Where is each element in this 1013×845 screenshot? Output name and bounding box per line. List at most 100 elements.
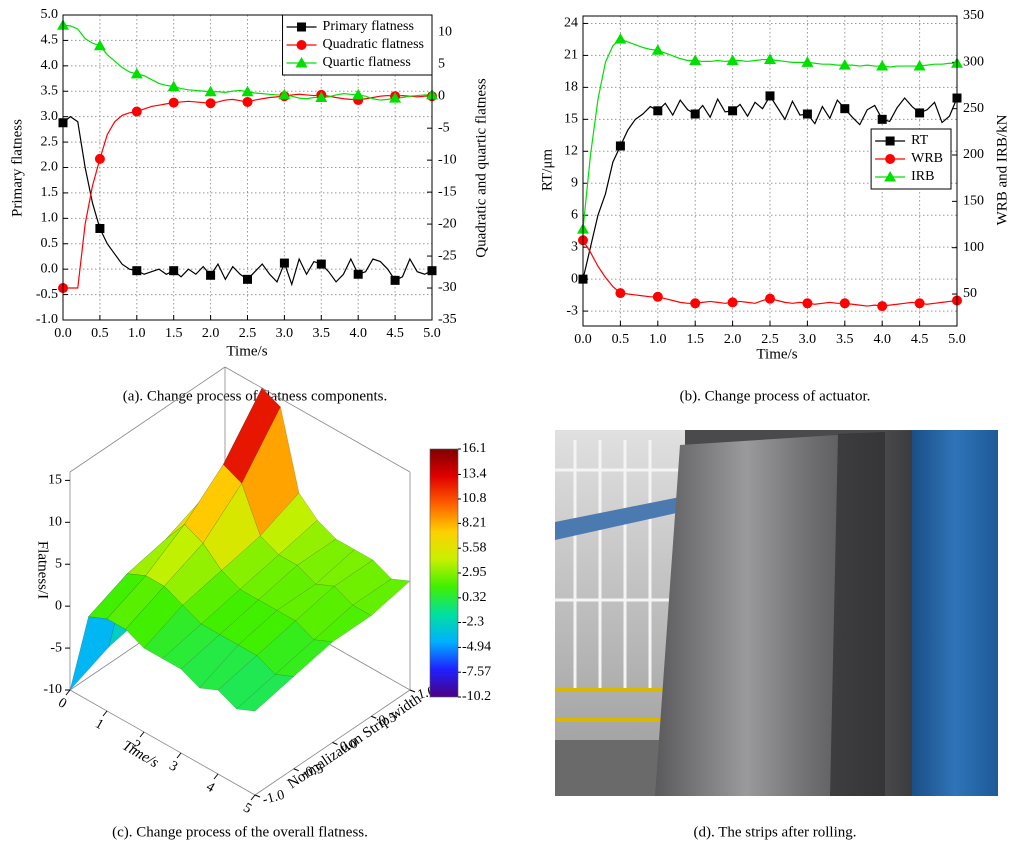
z-tick-label: 15: [48, 473, 62, 488]
colorbar-label: 10.8: [462, 491, 487, 506]
marker: [204, 85, 217, 97]
y-tick-label: -1.0: [36, 312, 58, 327]
colorbar-label: -7.57: [462, 664, 491, 679]
y-tick-label: 12: [564, 144, 578, 159]
x-tick-label: 0: [55, 696, 69, 712]
y-tick-label: 0.0: [338, 736, 359, 755]
plot-frame: [582, 15, 958, 327]
photo-column: [912, 430, 998, 796]
y-tick-label: 5.0: [41, 7, 59, 22]
colorbar-label: 13.4: [462, 467, 487, 482]
marker: [279, 258, 289, 268]
axis-box: [69, 689, 256, 796]
y2-tick-label: 200: [963, 147, 984, 162]
legend-marker: [296, 40, 307, 50]
y-tick-label: 1.5: [41, 185, 59, 200]
y-tick: [293, 768, 299, 772]
marker: [765, 293, 775, 304]
marker: [802, 298, 813, 309]
photo: (d). The strips after rolling.: [555, 430, 998, 840]
marker: [205, 98, 216, 109]
marker: [315, 91, 328, 102]
marker: [242, 96, 253, 107]
x-tick-label: 3.0: [276, 326, 294, 341]
marker: [876, 60, 889, 71]
y2-tick-label: 350: [963, 8, 984, 23]
legend-label: Quadratic flatness: [323, 37, 424, 52]
photo-frame: [555, 440, 685, 690]
marker: [615, 141, 625, 151]
y2-axis-label: Quadratic and quartic flatness: [473, 78, 489, 258]
x-tick-label: 4.5: [911, 332, 929, 347]
marker: [651, 44, 664, 55]
surface-cell: [235, 674, 295, 712]
y2-tick-label: -35: [438, 312, 457, 327]
marker: [728, 106, 738, 116]
x-tick-label: 3.5: [313, 326, 331, 341]
marker: [840, 104, 850, 114]
colorbar-label: 0.32: [462, 590, 487, 605]
y-tick-label: 15: [564, 112, 578, 127]
y-tick-label: 6: [571, 207, 578, 222]
marker: [765, 91, 775, 101]
marker: [838, 59, 851, 70]
z-axis-label: Flatness/I: [35, 541, 51, 599]
surface-cell: [274, 639, 334, 677]
y-tick-label: 4.0: [41, 58, 59, 73]
x-tick: [102, 710, 108, 717]
x-tick-label: 1: [92, 717, 106, 733]
y-tick-label: -3: [566, 303, 578, 318]
y2-tick-label: 10: [438, 24, 452, 39]
colorbar-label: 16.1: [462, 441, 487, 456]
legend-marker: [885, 154, 896, 164]
x-tick-label: 3.5: [836, 332, 854, 347]
marker: [353, 269, 363, 279]
x-tick-label: 1.0: [128, 326, 146, 341]
photo-beam: [555, 495, 690, 540]
y2-tick-label: 100: [963, 240, 984, 255]
y-tick: [332, 742, 338, 745]
y-tick-label: 3.0: [41, 109, 59, 124]
marker: [241, 85, 254, 97]
x-tick-label: 5.0: [948, 332, 966, 347]
marker: [653, 106, 663, 116]
marker: [132, 266, 142, 276]
legend: Primary flatness Quadratic flatness Quarti…: [282, 14, 433, 76]
marker: [764, 53, 776, 65]
x-tick-label: 1.5: [165, 326, 183, 341]
caption: (b). Change process of actuator.: [680, 388, 871, 404]
x-tick-label: 4.0: [349, 326, 367, 341]
caption: (d). The strips after rolling.: [693, 824, 856, 840]
y-tick: [409, 689, 416, 693]
legend-marker: [885, 136, 895, 146]
z-tick-label: 10: [48, 515, 62, 530]
y-tick-label: 2.0: [41, 160, 59, 175]
z-tick-label: -10: [43, 682, 62, 697]
colorbar-label: -10.2: [462, 689, 491, 704]
y-tick-label: -1.0: [261, 788, 286, 808]
marker: [802, 109, 812, 119]
marker: [94, 153, 105, 164]
y-tick: [254, 794, 261, 798]
marker: [877, 114, 887, 124]
y2-tick-label: 150: [963, 194, 984, 209]
y2-tick-label: 50: [963, 286, 977, 301]
marker: [615, 288, 626, 299]
y-tick-label: 4.5: [41, 33, 59, 48]
y-axis-label: Primary flatness: [9, 119, 25, 217]
x-tick-label: 4: [203, 780, 217, 796]
y-axis-label: Normalization Strip width: [285, 691, 425, 793]
x-tick-label: 2.5: [239, 326, 257, 341]
caption: (c). Change process of the overall flatn…: [112, 824, 368, 840]
y-axis-label: RT/μm: [539, 149, 555, 191]
x-tick-label: 4.0: [873, 332, 891, 347]
y2-tick-label: 300: [963, 55, 984, 70]
y-tick-label: 0.5: [377, 710, 398, 729]
y2-tick-label: 0: [438, 88, 445, 103]
marker: [390, 275, 400, 285]
colorbar-label: -2.3: [462, 615, 484, 630]
x-tick-label: 2.5: [761, 332, 779, 347]
y-tick-label: 0.5: [41, 236, 59, 251]
x-tick-label: 0.0: [574, 332, 592, 347]
marker: [690, 298, 701, 309]
